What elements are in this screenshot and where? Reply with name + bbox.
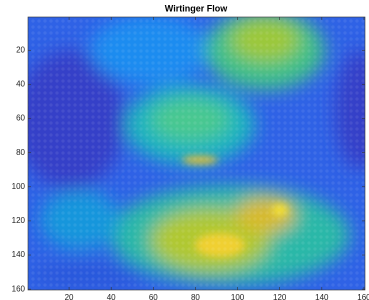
- y-tick-label: 160: [12, 284, 26, 293]
- y-tick-label: 120: [12, 216, 26, 225]
- y-tick-label: 60: [16, 114, 25, 123]
- y-tick-label: 20: [16, 45, 25, 54]
- x-tick-label: 40: [107, 293, 116, 300]
- chart: Wirtinger Flow 20 40 60 80 100 120 140 160 20 40 6…: [0, 0, 369, 300]
- x-tick-label: 20: [65, 293, 74, 300]
- page: {"chart_data": {"type": "image", "title"…: [0, 0, 369, 300]
- heatmap-image: [15, 10, 369, 290]
- y-tick-label: 140: [12, 250, 26, 259]
- y-tick-label: 100: [12, 182, 26, 191]
- y-tick-label: 80: [16, 148, 25, 157]
- x-tick-label: 160: [357, 293, 369, 300]
- x-tick-label: 100: [231, 293, 245, 300]
- chart-title: Wirtinger Flow: [165, 3, 228, 13]
- x-tick-label: 80: [191, 293, 200, 300]
- x-tick-label: 120: [273, 293, 287, 300]
- x-tick-label: 140: [315, 293, 329, 300]
- x-tick-label: 60: [149, 293, 158, 300]
- y-tick-label: 40: [16, 80, 25, 89]
